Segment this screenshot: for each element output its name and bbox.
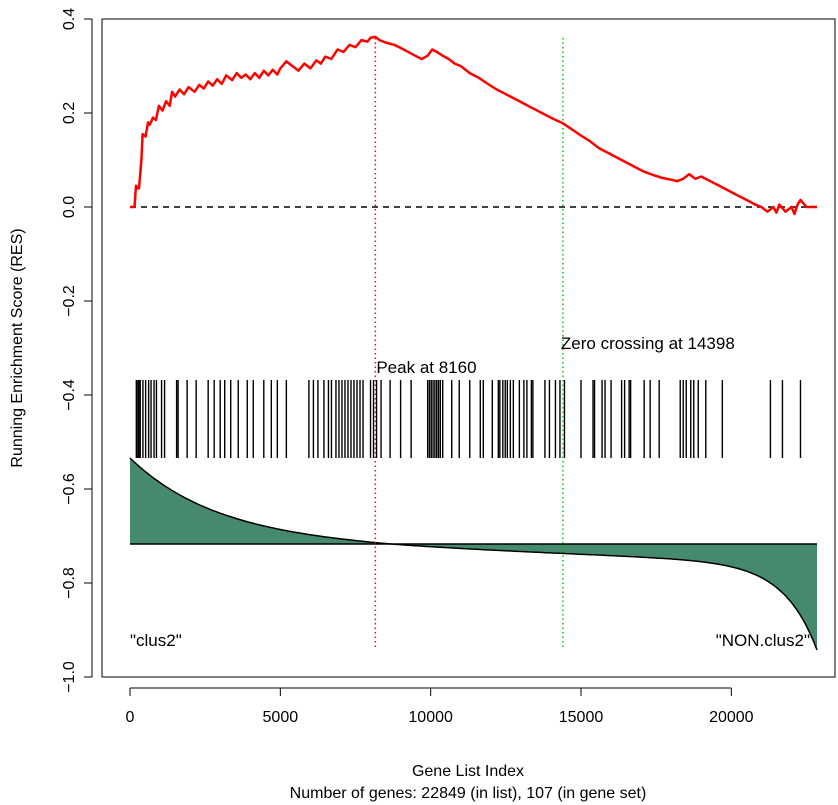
res-curve-group — [130, 35, 817, 216]
gene-set-hits — [135, 380, 802, 458]
guide-lines — [130, 38, 817, 650]
res-line — [130, 35, 817, 216]
x-tick-label: 20000 — [709, 709, 754, 726]
y-tick-label: −0.4 — [61, 379, 78, 411]
axes: −1.0 −0.8 −0.6 −0.4 −0.2 0.0 0.2 0.4 0 5000 10000 1… — [61, 8, 836, 726]
y-tick-label: 0.0 — [61, 196, 78, 218]
x-tick-label: 10000 — [408, 709, 453, 726]
x-tick-label: 5000 — [263, 709, 299, 726]
y-tick-label: 0.4 — [61, 8, 78, 30]
y-tick-label: −0.2 — [61, 285, 78, 317]
y-tick-label: −0.6 — [61, 473, 78, 505]
x-axis-subtitle: Number of genes: 22849 (in list), 107 (i… — [290, 785, 647, 802]
y-tick-label: −0.8 — [61, 567, 78, 599]
annotations: Gene List Index Number of genes: 22849 (i… — [9, 228, 810, 802]
y-tick-label: 0.2 — [61, 102, 78, 124]
ranked-metric-area — [129, 457, 818, 651]
metric-fill — [130, 458, 817, 650]
y-tick-label: −1.0 — [61, 661, 78, 693]
zero-crossing-label: Zero crossing at 14398 — [561, 334, 735, 353]
metric-curve — [129, 457, 818, 651]
y-axis-title: Running Enrichment Score (RES) — [9, 228, 26, 467]
right-phenotype-label: "NON.clus2" — [716, 631, 810, 650]
x-axis-title: Gene List Index — [412, 763, 524, 780]
peak-label: Peak at 8160 — [376, 358, 476, 377]
plot-frame — [101, 18, 836, 678]
x-tick-label: 15000 — [559, 709, 604, 726]
x-tick-label: 0 — [126, 709, 135, 726]
left-phenotype-label: "clus2" — [130, 631, 182, 650]
